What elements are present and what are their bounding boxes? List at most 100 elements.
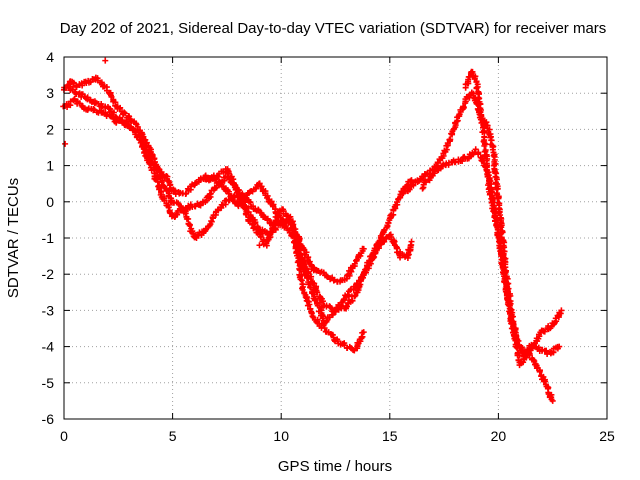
data-point [460, 103, 467, 110]
data-point [207, 190, 214, 197]
data-point [306, 258, 313, 265]
data-point [79, 82, 86, 89]
data-point [352, 285, 359, 292]
y-tick-label: -3 [42, 302, 55, 318]
x-tick-label: 10 [273, 428, 289, 444]
data-point [360, 329, 367, 336]
x-tick-label: 0 [60, 428, 68, 444]
data-point [406, 186, 413, 193]
y-tick-label: 2 [46, 121, 54, 137]
data-point [502, 286, 509, 293]
data-point [475, 95, 482, 102]
data-point [304, 275, 311, 282]
data-point [486, 126, 493, 133]
data-point [294, 240, 301, 247]
y-tick-label: 4 [46, 49, 54, 65]
y-tick-label: -2 [42, 266, 55, 282]
data-point [498, 251, 505, 258]
x-axis-label: GPS time / hours [278, 458, 392, 475]
data-point [332, 308, 339, 315]
y-tick-label: -5 [42, 375, 55, 391]
y-tick-label: -4 [42, 339, 55, 355]
data-point [236, 192, 243, 199]
data-point [353, 257, 360, 264]
data-point [515, 341, 522, 348]
y-tick-label: 0 [46, 194, 54, 210]
data-point [510, 323, 517, 330]
data-point [501, 279, 508, 286]
data-point [473, 78, 480, 85]
data-point [256, 242, 263, 249]
data-point [343, 303, 350, 310]
tick-labels: 0 5 10 15 20 25 -6 -5 -4 -3 -2 -1 0 1 2 3 4 [42, 49, 615, 444]
data-point [87, 79, 94, 86]
data-point [241, 205, 248, 212]
data-point [354, 281, 361, 288]
data-point [513, 334, 520, 341]
data-point [549, 397, 556, 404]
data-point [327, 304, 334, 311]
y-tick-label: 3 [46, 85, 54, 101]
data-point [226, 197, 233, 204]
data-point [525, 351, 532, 358]
y-axis-label: SDTVAR / TECUs [5, 178, 22, 298]
data-point [475, 150, 482, 157]
data-point [381, 238, 388, 245]
data-point [360, 245, 367, 252]
x-tick-label: 20 [491, 428, 507, 444]
data-point [274, 213, 281, 220]
data-point [298, 263, 305, 270]
data-point [110, 109, 117, 116]
data-point [408, 177, 415, 184]
data-point [472, 146, 479, 153]
data-point [62, 140, 69, 147]
data-point [137, 139, 144, 146]
x-tick-label: 5 [169, 428, 177, 444]
data-point [466, 73, 473, 80]
data-point [123, 119, 130, 126]
data-point [121, 109, 128, 116]
data-point [70, 79, 77, 86]
data-point [357, 252, 364, 259]
data-point [541, 328, 548, 335]
data-point [321, 325, 328, 332]
y-tick-label: -6 [42, 411, 55, 427]
data-point [307, 284, 314, 291]
chart-title: Day 202 of 2021, Sidereal Day-to-day VTE… [60, 20, 607, 37]
data-point [523, 351, 530, 358]
y-tick-label: 1 [46, 158, 54, 174]
x-tick-label: 15 [382, 428, 398, 444]
data-point [536, 368, 543, 375]
data-point [252, 184, 259, 191]
data-point [268, 198, 275, 205]
data-point [543, 347, 550, 354]
data-point [295, 246, 302, 253]
data-point [233, 184, 240, 191]
data-point [319, 298, 326, 305]
data-point [419, 185, 426, 192]
plot-frame [63, 56, 608, 420]
y-tick-label: -1 [42, 230, 55, 246]
data-point [225, 170, 232, 177]
data-point [490, 152, 497, 159]
data-point [208, 218, 215, 225]
data-point [459, 158, 466, 165]
data-point [481, 142, 488, 149]
data-point [165, 204, 172, 211]
data-point [556, 343, 563, 350]
data-point [308, 309, 315, 316]
data-point [447, 136, 454, 143]
data-point [298, 258, 305, 265]
data-point [462, 98, 469, 105]
data-point [535, 344, 542, 351]
data-point [266, 231, 273, 238]
data-point [247, 199, 254, 206]
data-point [186, 222, 193, 229]
data-point [487, 190, 494, 197]
data-point [184, 185, 191, 192]
data-point [344, 291, 351, 298]
data-point [410, 182, 417, 189]
data-point [116, 105, 123, 112]
data-point [488, 137, 495, 144]
